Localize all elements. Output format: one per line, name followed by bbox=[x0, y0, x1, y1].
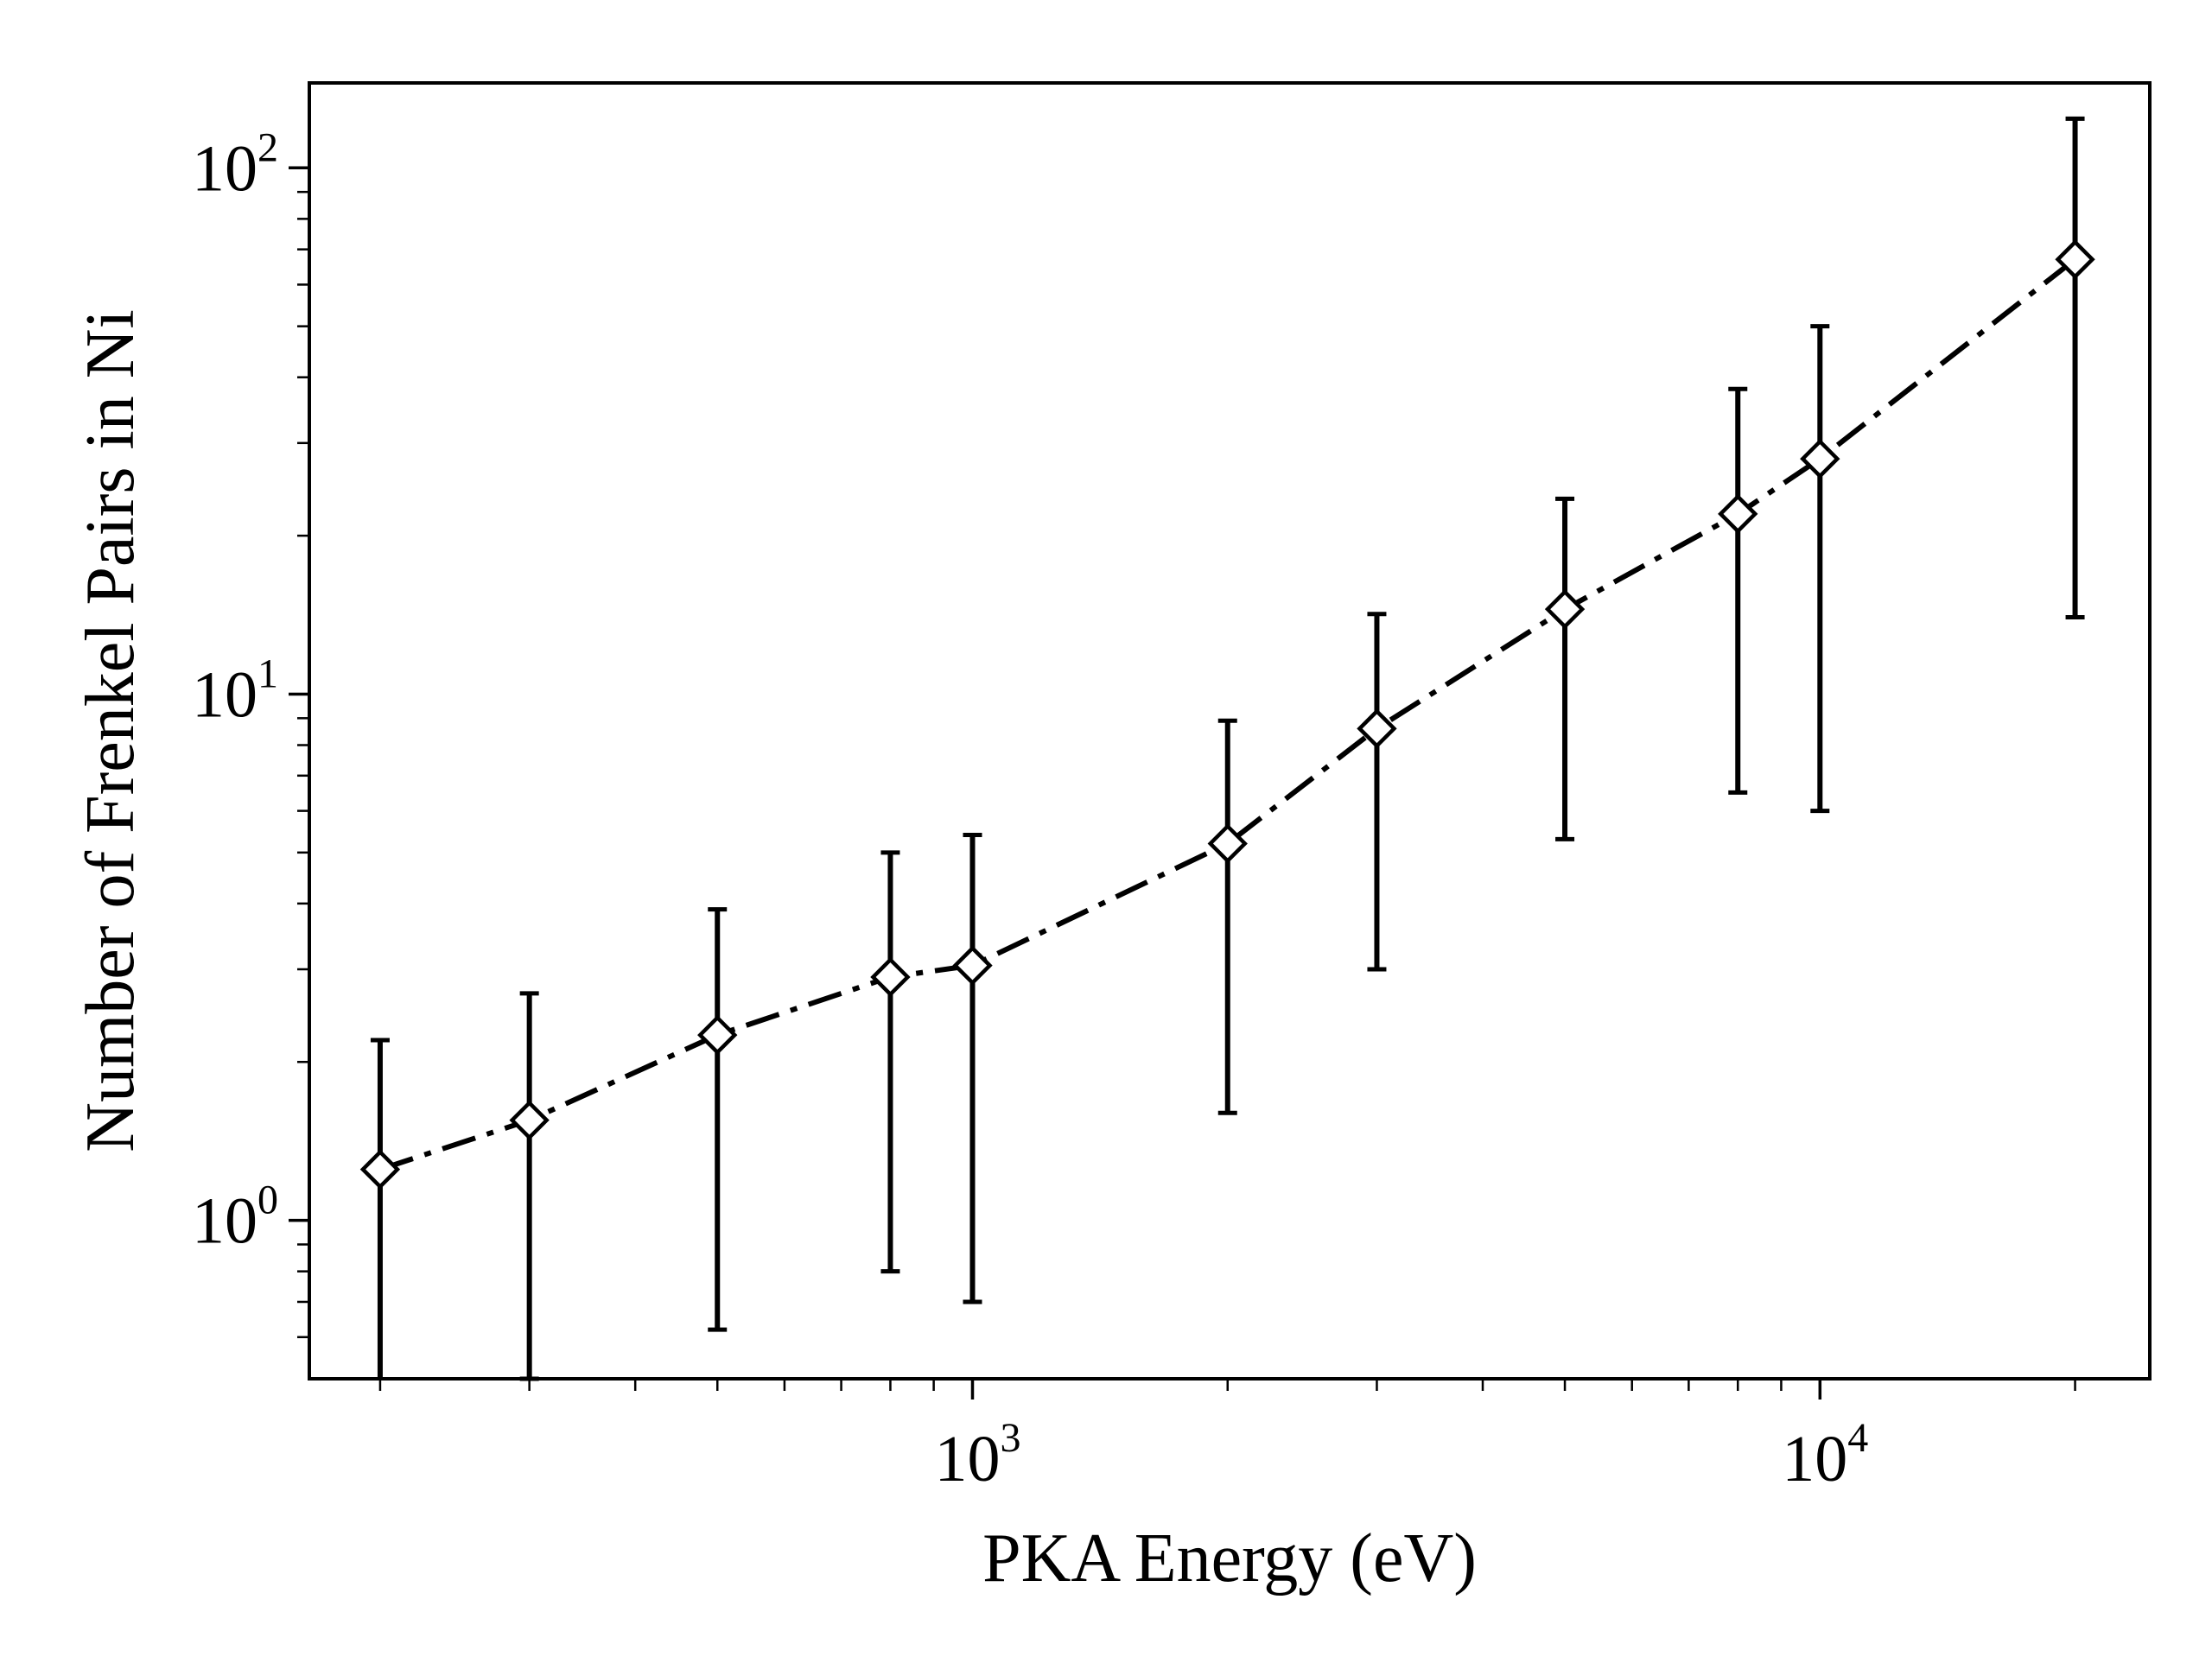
x-tick-label: 104 bbox=[1782, 1415, 1868, 1495]
data-point-marker bbox=[359, 1149, 401, 1190]
y-tick-label: 102 bbox=[192, 124, 278, 205]
y-tick-label: 101 bbox=[192, 651, 278, 731]
data-point-marker bbox=[1544, 588, 1586, 630]
tick-labels: 103 104 100 101 102 bbox=[192, 124, 1868, 1495]
data-point-marker bbox=[1718, 493, 1758, 535]
data-point-marker bbox=[1357, 708, 1397, 749]
x-axis-label: PKA Energy (eV) bbox=[982, 1520, 1477, 1596]
error-bars bbox=[370, 116, 2085, 1381]
data-point-marker bbox=[697, 1014, 738, 1056]
minor-ticks bbox=[297, 190, 2076, 1391]
major-ticks bbox=[289, 166, 1822, 1400]
y-axis-label: Number of Frenkel Pairs in Ni bbox=[73, 309, 149, 1152]
data-markers bbox=[359, 239, 2095, 1190]
series-line bbox=[378, 257, 2077, 1172]
data-point-marker bbox=[1800, 438, 1840, 479]
data-point-marker bbox=[509, 1100, 550, 1140]
plot-area-frame bbox=[308, 81, 2152, 1381]
y-tick-label: 100 bbox=[192, 1177, 278, 1258]
data-point-marker bbox=[952, 945, 993, 986]
data-point-marker bbox=[1207, 823, 1248, 864]
data-point-marker bbox=[870, 956, 911, 998]
data-point-marker bbox=[2055, 239, 2095, 280]
x-tick-label: 103 bbox=[934, 1415, 1020, 1495]
series-line-group bbox=[378, 257, 2077, 1172]
